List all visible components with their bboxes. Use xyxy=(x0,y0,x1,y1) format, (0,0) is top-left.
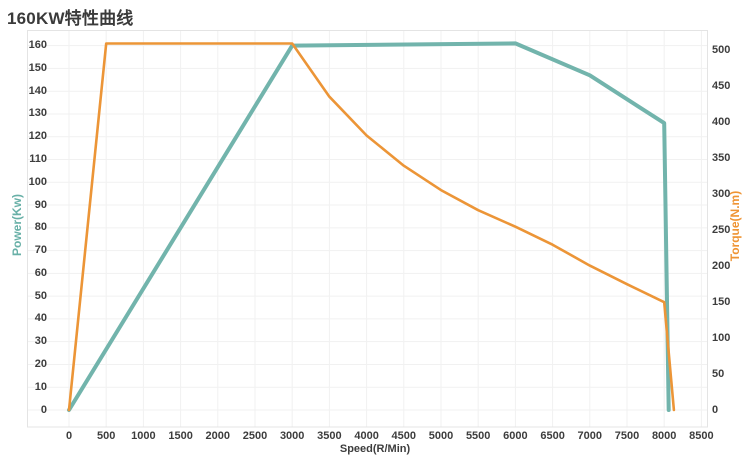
y-right-tick-label: 350 xyxy=(712,151,731,164)
y-left-tick-label: 60 xyxy=(34,266,47,279)
y-left-tick-label: 130 xyxy=(28,107,47,120)
y-left-tick-label: 20 xyxy=(34,357,47,370)
y-right-tick-label: 200 xyxy=(712,259,731,272)
x-tick-label: 0 xyxy=(65,430,73,442)
y-left-tick-label: 30 xyxy=(34,335,47,348)
plot-frame xyxy=(27,30,708,428)
y-right-tick-label: 400 xyxy=(712,116,731,129)
x-tick-label: 3000 xyxy=(279,430,305,442)
x-tick-label: 5000 xyxy=(428,430,454,442)
x-axis-title: Speed(R/Min) xyxy=(339,443,411,455)
x-tick-label: 1000 xyxy=(131,430,156,442)
x-tick-label: 6500 xyxy=(540,430,565,442)
x-tick-label: 2500 xyxy=(242,430,268,442)
y-axis-left-title: Power(Kw) xyxy=(10,193,24,257)
x-tick-label: 8500 xyxy=(689,430,714,442)
y-left-tick-label: 150 xyxy=(28,61,47,74)
y-left-tick-label: 160 xyxy=(28,39,47,52)
y-left-tick-label: 50 xyxy=(34,289,47,302)
x-tick-label: 5500 xyxy=(465,430,491,442)
y-axis-right-title: Torque(N.m) xyxy=(728,190,742,262)
y-right-tick-label: 100 xyxy=(712,331,731,344)
x-tick-label: 1500 xyxy=(168,430,193,442)
series-line-torque xyxy=(67,42,676,412)
page-title: 160KW特性曲线 xyxy=(7,9,134,28)
y-right-tick-label: 500 xyxy=(712,44,731,57)
x-tick-label: 4500 xyxy=(391,430,417,442)
y-right-tick-label: 300 xyxy=(712,187,731,200)
y-left-tick-label: 120 xyxy=(28,130,47,143)
y-left-tick-label: 0 xyxy=(40,403,47,416)
y-right-tick-label: 450 xyxy=(712,80,731,93)
x-tick-label: 6000 xyxy=(503,430,528,442)
x-tick-label: 3500 xyxy=(317,430,342,442)
y-left-tick-label: 70 xyxy=(34,244,47,257)
y-left-tick-label: 100 xyxy=(28,175,47,188)
series-line-power xyxy=(67,41,671,412)
y-left-tick-label: 80 xyxy=(34,221,47,234)
y-right-tick-label: 250 xyxy=(712,223,731,236)
y-right-tick-label: 150 xyxy=(712,295,731,308)
x-tick-label: 8000 xyxy=(651,430,677,442)
y-left-tick-label: 10 xyxy=(34,380,47,393)
x-tick-label: 7000 xyxy=(577,430,603,442)
y-left-tick-label: 140 xyxy=(28,84,47,97)
y-right-tick-label: 0 xyxy=(712,403,719,416)
y-left-tick-label: 90 xyxy=(34,198,47,211)
y-right-tick-label: 50 xyxy=(712,367,725,380)
y-left-tick-label: 110 xyxy=(29,153,47,165)
x-tick-label: 4000 xyxy=(354,430,379,442)
x-tick-label: 7500 xyxy=(614,430,640,442)
y-left-tick-label: 40 xyxy=(34,312,47,325)
x-tick-label: 2000 xyxy=(205,430,231,442)
x-tick-label: 500 xyxy=(97,430,116,442)
